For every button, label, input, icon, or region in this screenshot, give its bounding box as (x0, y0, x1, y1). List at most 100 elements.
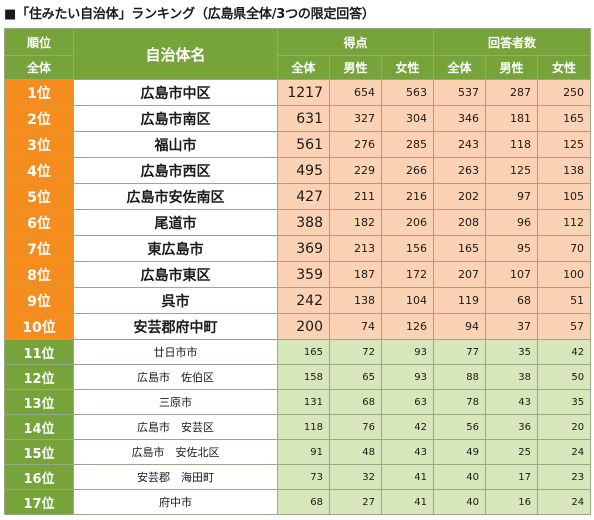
rank-cell: 12位 (4, 364, 74, 390)
rank-cell: 6位 (4, 209, 74, 236)
score-male-cell: 76 (329, 414, 382, 440)
resp-total-cell: 40 (433, 489, 487, 515)
table-row: 5位 広島市安佐南区 427 211 216 202 97 105 (4, 183, 592, 210)
score-male-cell: 327 (329, 105, 382, 132)
resp-total-cell: 202 (433, 183, 487, 210)
table-row: 9位 呉市 242 138 104 119 68 51 (4, 287, 592, 314)
resp-male-cell: 96 (485, 209, 539, 236)
score-female-cell: 563 (380, 79, 435, 106)
score-male-cell: 48 (329, 439, 382, 465)
resp-male-cell: 287 (485, 79, 539, 106)
rank-cell: 4位 (4, 157, 74, 184)
resp-total-cell: 243 (433, 131, 487, 158)
name-cell: 安芸郡 海田町 (73, 464, 278, 490)
table-row: 16位 安芸郡 海田町 73 32 41 40 17 23 (4, 464, 592, 490)
rank-cell: 10位 (4, 313, 74, 340)
resp-total-cell: 56 (433, 414, 487, 440)
header-row-sub: 全体 全体 男性 女性 全体 男性 女性 (4, 55, 592, 80)
resp-male-cell: 43 (485, 389, 539, 415)
score-total-cell: 388 (277, 209, 330, 236)
score-female-cell: 104 (380, 287, 435, 314)
score-total-cell: 495 (277, 157, 330, 184)
score-female-cell: 285 (380, 131, 435, 158)
resp-total-cell: 346 (433, 105, 487, 132)
score-male-cell: 229 (329, 157, 382, 184)
score-female-cell: 43 (380, 439, 435, 465)
rank-cell: 15位 (4, 439, 74, 465)
resp-male-cell: 95 (485, 235, 539, 262)
score-total-cell: 131 (277, 389, 330, 415)
table-row: 17位 府中市 68 27 41 40 16 24 (4, 489, 592, 515)
resp-male-cell: 125 (485, 157, 539, 184)
score-male-cell: 138 (329, 287, 382, 314)
name-cell: 廿日市市 (73, 339, 278, 365)
table-row: 10位 安芸郡府中町 200 74 126 94 37 57 (4, 313, 592, 340)
resp-female-cell: 42 (537, 339, 592, 365)
resp-male-cell: 25 (485, 439, 539, 465)
score-male-cell: 213 (329, 235, 382, 262)
resp-male-cell: 35 (485, 339, 539, 365)
resp-female-cell: 100 (537, 261, 592, 288)
score-male-cell: 72 (329, 339, 382, 365)
resp-total-cell: 40 (433, 464, 487, 490)
score-header: 得点 (276, 28, 435, 56)
resp-total-cell: 119 (433, 287, 487, 314)
header-row-top: 順位 自治体名 得点 回答者数 (4, 28, 592, 80)
rank-cell: 7位 (4, 235, 74, 262)
resp-total-cell: 77 (433, 339, 487, 365)
score-total-cell: 242 (277, 287, 330, 314)
score-female-cell: 42 (380, 414, 435, 440)
score-total-cell: 369 (277, 235, 330, 262)
score-female-cell: 266 (380, 157, 435, 184)
score-male-cell: 27 (329, 489, 382, 515)
resp-total-cell: 207 (433, 261, 487, 288)
name-cell: 広島市南区 (73, 105, 278, 132)
resp-female-cell: 105 (537, 183, 592, 210)
name-cell: 広島市西区 (73, 157, 278, 184)
score-male-cell: 32 (329, 464, 382, 490)
resp-female-cell: 24 (537, 489, 592, 515)
resp-total-cell: 208 (433, 209, 487, 236)
resp-male-cell: 36 (485, 414, 539, 440)
resp-total-cell: 94 (433, 313, 487, 340)
resp-female-cell: 138 (537, 157, 592, 184)
name-cell: 尾道市 (73, 209, 278, 236)
name-cell: 三原市 (73, 389, 278, 415)
name-cell: 広島市安佐南区 (73, 183, 278, 210)
name-cell: 広島市 安佐北区 (73, 439, 278, 465)
score-total-cell: 118 (277, 414, 330, 440)
score-female-cell: 41 (380, 464, 435, 490)
resp-total-cell: 78 (433, 389, 487, 415)
score-total-cell: 158 (277, 364, 330, 390)
table-row: 2位 広島市南区 631 327 304 346 181 165 (4, 105, 592, 132)
score-male-cell: 276 (329, 131, 382, 158)
resp-male-cell: 37 (485, 313, 539, 340)
table-row: 6位 尾道市 388 182 206 208 96 112 (4, 209, 592, 236)
resp-female-cell: 20 (537, 414, 592, 440)
score-female-cell: 41 (380, 489, 435, 515)
table-row: 1位 広島市中区 1217 654 563 537 287 250 (4, 79, 592, 106)
name-cell: 広島市 安芸区 (73, 414, 278, 440)
rank-cell: 17位 (4, 489, 74, 515)
table-row: 11位 廿日市市 165 72 93 77 35 42 (4, 339, 592, 365)
score-female-cell: 216 (380, 183, 435, 210)
score-total-cell: 631 (277, 105, 330, 132)
rank-header: 順位 (4, 28, 74, 56)
rank-cell: 14位 (4, 414, 74, 440)
score-female-cell: 172 (380, 261, 435, 288)
resp-female-cell: 250 (537, 79, 592, 106)
rank-cell: 2位 (4, 105, 74, 132)
rank-sub-header: 全体 (4, 55, 74, 80)
score-total-cell: 359 (277, 261, 330, 288)
rank-cell: 16位 (4, 464, 74, 490)
score-male-cell: 68 (329, 389, 382, 415)
resp-female-header: 女性 (537, 55, 592, 80)
score-male-cell: 654 (329, 79, 382, 106)
score-female-cell: 126 (380, 313, 435, 340)
score-male-cell: 65 (329, 364, 382, 390)
table-body: 1位 広島市中区 1217 654 563 537 287 250 2位 広島市南区 631 327 3… (4, 79, 592, 515)
resp-male-header: 男性 (485, 55, 539, 80)
table-row: 7位 東広島市 369 213 156 165 95 70 (4, 235, 592, 262)
table-row: 14位 広島市 安芸区 118 76 42 56 36 20 (4, 414, 592, 440)
resp-female-cell: 112 (537, 209, 592, 236)
